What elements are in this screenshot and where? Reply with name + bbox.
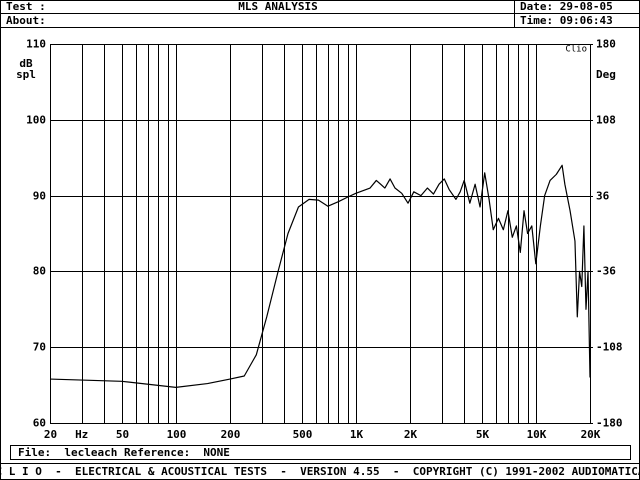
plot-frame bbox=[50, 44, 591, 424]
x-unit: Hz bbox=[75, 428, 88, 441]
x-tick-label: 2K bbox=[404, 428, 418, 441]
x-tick-label: 50 bbox=[116, 428, 129, 441]
y2-tick-label: 36 bbox=[596, 190, 610, 203]
response-curve bbox=[49, 164, 591, 388]
file-info: File: lecleach Reference: NONE bbox=[18, 446, 230, 459]
y2-tick-label: -108 bbox=[596, 341, 623, 354]
x-tick-label: 100 bbox=[167, 428, 187, 441]
y-tick-label: 90 bbox=[33, 190, 46, 203]
y-tick-label: 100 bbox=[26, 114, 46, 127]
test-label: Test : bbox=[6, 0, 46, 13]
about-label: About: bbox=[6, 14, 46, 27]
y2-axis-label: Deg bbox=[596, 68, 616, 81]
file-box bbox=[10, 445, 631, 460]
date: Date: 29-08-05 bbox=[520, 0, 613, 13]
banner: C L I O - ELECTRICAL & ACOUSTICAL TESTS … bbox=[0, 465, 640, 478]
y-tick-label: 110 bbox=[26, 38, 46, 51]
time: Time: 09:06:43 bbox=[520, 14, 613, 27]
y-axis-label: dB bbox=[19, 57, 33, 70]
y-tick-label: 60 bbox=[33, 417, 46, 430]
title: MLS ANALYSIS bbox=[238, 0, 317, 13]
y2-tick-label: 180 bbox=[596, 38, 616, 51]
x-tick-label: 5K bbox=[476, 428, 490, 441]
brand: Clio bbox=[565, 45, 587, 55]
y-axis-label: spl bbox=[16, 68, 36, 81]
y2-tick-label: -36 bbox=[596, 265, 616, 278]
y-tick-label: 80 bbox=[33, 265, 46, 278]
x-tick-label: 20K bbox=[581, 428, 601, 441]
y2-tick-label: -180 bbox=[596, 417, 623, 430]
y2-tick-label: 108 bbox=[596, 114, 616, 127]
plot: 20 50 100 200 500 1K 2K 5K 10K 20K Hz 60 70 80 90 100 11… bbox=[16, 38, 622, 442]
x-tick-label: 10K bbox=[527, 428, 547, 441]
y-tick-label: 70 bbox=[33, 341, 46, 354]
x-tick-label: 500 bbox=[293, 428, 313, 441]
x-tick-label: 200 bbox=[221, 428, 241, 441]
x-tick-label: 1K bbox=[350, 428, 364, 441]
x-tick-label: 20 bbox=[44, 428, 57, 441]
